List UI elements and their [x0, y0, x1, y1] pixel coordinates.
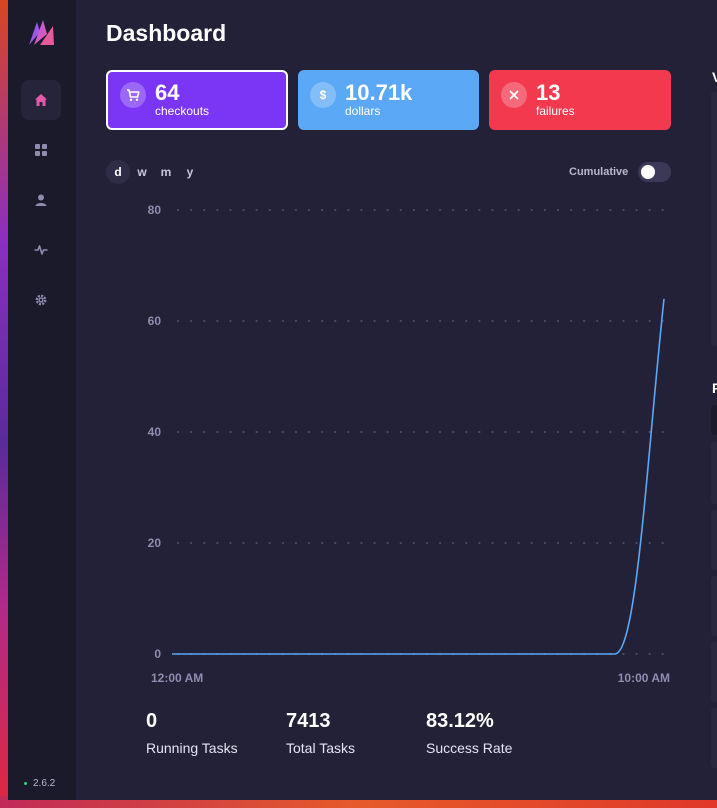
checkouts-chart: 0 20 40 60 80 12:00 AM 10:00 AM — [148, 203, 670, 685]
dollars-card[interactable]: $ 10.71k dollars — [298, 70, 479, 130]
dollar-icon: $ — [310, 82, 336, 108]
user-icon — [35, 194, 47, 206]
cart-icon — [120, 82, 146, 108]
running-tasks-metric: 0 Running Tasks — [146, 708, 238, 756]
home-icon — [35, 94, 47, 106]
gear-icon — [35, 294, 47, 306]
dollars-label: dollars — [345, 104, 381, 118]
right-panel-row — [711, 708, 717, 768]
failures-count: 13 — [536, 80, 561, 105]
sidebar-item-activity[interactable] — [21, 230, 61, 270]
right-panel-row — [711, 510, 717, 570]
success-rate-label: Success Rate — [426, 740, 513, 756]
grid-icon — [35, 144, 47, 156]
total-tasks-metric: 7413 Total Tasks — [286, 708, 355, 756]
sidebar: 2.6.2 — [8, 0, 76, 800]
status-dot — [24, 782, 27, 785]
series-line-checkouts — [172, 298, 665, 655]
svg-text:$: $ — [320, 88, 327, 102]
y-tick-label: 80 — [148, 203, 162, 217]
time-range-tabs: d w m y — [106, 160, 202, 184]
y-tick-label: 60 — [148, 314, 162, 328]
app-logo — [29, 20, 54, 45]
success-rate-metric: 83.12% Success Rate — [426, 708, 512, 756]
toggle-knob — [641, 165, 655, 179]
success-rate-value: 83.12% — [426, 710, 494, 732]
app-version: 2.6.2 — [24, 778, 55, 789]
dollars-amount: 10.71k — [345, 80, 413, 105]
y-tick-label: 20 — [148, 536, 162, 550]
right-panel-row — [711, 442, 717, 504]
right-panel-row — [711, 576, 717, 636]
checkouts-card[interactable]: 64 checkouts — [106, 70, 288, 130]
range-tab-year[interactable]: y — [186, 165, 194, 179]
checkouts-label: checkouts — [155, 104, 210, 118]
total-tasks-label: Total Tasks — [286, 740, 355, 756]
failures-label: failures — [536, 104, 575, 118]
running-tasks-value: 0 — [146, 710, 158, 732]
x-tick-label: 10:00 AM — [618, 671, 670, 685]
cumulative-toggle[interactable] — [638, 162, 671, 182]
right-panel-list-header — [711, 405, 717, 435]
range-tab-month[interactable]: m — [160, 165, 172, 179]
range-tab-day[interactable]: d — [106, 160, 130, 184]
y-tick-label: 40 — [148, 425, 162, 439]
right-panel-card — [711, 92, 717, 346]
sidebar-item-settings[interactable] — [21, 280, 61, 320]
app-window: 2.6.2 Dashboard 64 checkouts $ 10.71k do… — [8, 0, 717, 800]
sidebar-item-home[interactable] — [21, 80, 61, 120]
sidebar-item-profile[interactable] — [21, 180, 61, 220]
x-icon — [501, 82, 527, 108]
right-panel-row — [711, 642, 717, 702]
y-tick-label: 0 — [154, 647, 161, 661]
version-label: 2.6.2 — [33, 778, 56, 789]
right-panel-heading-1: V — [712, 69, 717, 85]
right-panel-heading-2: R — [712, 380, 717, 396]
cumulative-label: Cumulative — [569, 166, 629, 178]
failures-card[interactable]: 13 failures — [489, 70, 671, 130]
total-tasks-value: 7413 — [286, 710, 331, 732]
activity-icon — [34, 245, 48, 255]
x-tick-label: 12:00 AM — [151, 671, 203, 685]
checkouts-count: 64 — [155, 80, 180, 105]
page-title: Dashboard — [106, 20, 227, 46]
sidebar-item-grid[interactable] — [21, 130, 61, 170]
right-panel: V R — [703, 0, 717, 800]
running-tasks-label: Running Tasks — [146, 740, 238, 756]
desktop-wallpaper — [0, 0, 10, 808]
range-tab-week[interactable]: w — [137, 165, 147, 179]
